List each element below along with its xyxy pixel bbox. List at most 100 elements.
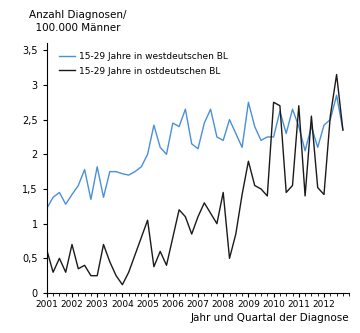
15-29 Jahre in westdeutschen BL: [196, 147, 200, 151]
15-29 Jahre in ostdeutschen BL: [51, 270, 55, 274]
15-29 Jahre in westdeutschen BL: [145, 152, 150, 156]
15-29 Jahre in westdeutschen BL: [51, 195, 55, 199]
15-29 Jahre in ostdeutschen BL: [63, 270, 68, 274]
15-29 Jahre in westdeutschen BL: [164, 152, 168, 156]
15-29 Jahre in ostdeutschen BL: [152, 265, 156, 269]
Line: 15-29 Jahre in ostdeutschen BL: 15-29 Jahre in ostdeutschen BL: [47, 75, 343, 285]
15-29 Jahre in ostdeutschen BL: [246, 159, 251, 163]
15-29 Jahre in westdeutschen BL: [265, 135, 269, 139]
15-29 Jahre in ostdeutschen BL: [139, 235, 143, 239]
15-29 Jahre in ostdeutschen BL: [133, 253, 137, 257]
15-29 Jahre in westdeutschen BL: [315, 145, 320, 149]
15-29 Jahre in westdeutschen BL: [240, 145, 244, 149]
15-29 Jahre in westdeutschen BL: [303, 149, 307, 153]
15-29 Jahre in westdeutschen BL: [284, 132, 288, 136]
15-29 Jahre in ostdeutschen BL: [202, 201, 206, 205]
15-29 Jahre in westdeutschen BL: [76, 183, 80, 187]
15-29 Jahre in westdeutschen BL: [322, 123, 326, 127]
15-29 Jahre in westdeutschen BL: [297, 125, 301, 129]
15-29 Jahre in ostdeutschen BL: [76, 267, 80, 271]
15-29 Jahre in westdeutschen BL: [221, 139, 225, 143]
15-29 Jahre in ostdeutschen BL: [234, 232, 238, 236]
15-29 Jahre in ostdeutschen BL: [259, 187, 263, 191]
15-29 Jahre in westdeutschen BL: [183, 107, 188, 111]
15-29 Jahre in westdeutschen BL: [234, 132, 238, 136]
15-29 Jahre in westdeutschen BL: [171, 121, 175, 125]
15-29 Jahre in ostdeutschen BL: [322, 192, 326, 196]
15-29 Jahre in ostdeutschen BL: [215, 222, 219, 226]
15-29 Jahre in ostdeutschen BL: [114, 274, 118, 278]
15-29 Jahre in ostdeutschen BL: [196, 215, 200, 219]
15-29 Jahre in ostdeutschen BL: [303, 194, 307, 198]
15-29 Jahre in ostdeutschen BL: [70, 242, 74, 246]
15-29 Jahre in westdeutschen BL: [252, 125, 257, 129]
15-29 Jahre in westdeutschen BL: [341, 128, 345, 132]
15-29 Jahre in ostdeutschen BL: [145, 218, 150, 222]
15-29 Jahre in ostdeutschen BL: [183, 215, 188, 219]
15-29 Jahre in westdeutschen BL: [133, 169, 137, 173]
15-29 Jahre in ostdeutschen BL: [177, 208, 181, 212]
X-axis label: Jahr und Quartal der Diagnose: Jahr und Quartal der Diagnose: [190, 313, 349, 323]
15-29 Jahre in ostdeutschen BL: [265, 194, 269, 198]
15-29 Jahre in westdeutschen BL: [95, 165, 99, 169]
15-29 Jahre in westdeutschen BL: [82, 167, 87, 171]
15-29 Jahre in westdeutschen BL: [309, 125, 314, 129]
15-29 Jahre in ostdeutschen BL: [328, 114, 332, 118]
15-29 Jahre in ostdeutschen BL: [271, 100, 276, 104]
15-29 Jahre in ostdeutschen BL: [334, 73, 339, 77]
15-29 Jahre in ostdeutschen BL: [120, 283, 125, 287]
15-29 Jahre in westdeutschen BL: [158, 145, 162, 149]
15-29 Jahre in ostdeutschen BL: [309, 114, 314, 118]
15-29 Jahre in westdeutschen BL: [108, 169, 112, 173]
Text: Anzahl Diagnosen/: Anzahl Diagnosen/: [29, 10, 126, 20]
15-29 Jahre in westdeutschen BL: [70, 192, 74, 196]
15-29 Jahre in ostdeutschen BL: [252, 183, 257, 187]
15-29 Jahre in ostdeutschen BL: [89, 274, 93, 278]
15-29 Jahre in ostdeutschen BL: [189, 232, 194, 236]
15-29 Jahre in ostdeutschen BL: [102, 242, 106, 246]
15-29 Jahre in westdeutschen BL: [126, 173, 131, 177]
15-29 Jahre in westdeutschen BL: [290, 107, 294, 111]
15-29 Jahre in ostdeutschen BL: [228, 256, 232, 260]
15-29 Jahre in ostdeutschen BL: [290, 183, 294, 187]
15-29 Jahre in ostdeutschen BL: [208, 211, 213, 215]
15-29 Jahre in ostdeutschen BL: [45, 248, 49, 252]
15-29 Jahre in westdeutschen BL: [271, 135, 276, 139]
15-29 Jahre in westdeutschen BL: [215, 135, 219, 139]
15-29 Jahre in ostdeutschen BL: [221, 190, 225, 194]
15-29 Jahre in westdeutschen BL: [177, 125, 181, 129]
15-29 Jahre in westdeutschen BL: [57, 190, 62, 194]
15-29 Jahre in westdeutschen BL: [228, 118, 232, 122]
Legend: 15-29 Jahre in westdeutschen BL, 15-29 Jahre in ostdeutschen BL: 15-29 Jahre in westdeutschen BL, 15-29 J…: [57, 50, 230, 77]
15-29 Jahre in westdeutschen BL: [246, 100, 251, 104]
15-29 Jahre in ostdeutschen BL: [284, 190, 288, 194]
15-29 Jahre in ostdeutschen BL: [108, 260, 112, 264]
15-29 Jahre in westdeutschen BL: [89, 197, 93, 201]
15-29 Jahre in ostdeutschen BL: [315, 185, 320, 189]
15-29 Jahre in westdeutschen BL: [208, 107, 213, 111]
Line: 15-29 Jahre in westdeutschen BL: 15-29 Jahre in westdeutschen BL: [47, 95, 343, 208]
15-29 Jahre in ostdeutschen BL: [240, 192, 244, 196]
15-29 Jahre in ostdeutschen BL: [278, 104, 282, 108]
15-29 Jahre in westdeutschen BL: [334, 93, 339, 97]
15-29 Jahre in westdeutschen BL: [259, 139, 263, 143]
15-29 Jahre in westdeutschen BL: [152, 123, 156, 127]
15-29 Jahre in ostdeutschen BL: [171, 235, 175, 239]
15-29 Jahre in ostdeutschen BL: [158, 249, 162, 253]
15-29 Jahre in westdeutschen BL: [328, 118, 332, 122]
15-29 Jahre in westdeutschen BL: [45, 206, 49, 210]
15-29 Jahre in ostdeutschen BL: [164, 263, 168, 267]
15-29 Jahre in westdeutschen BL: [120, 172, 125, 176]
15-29 Jahre in westdeutschen BL: [278, 109, 282, 113]
15-29 Jahre in ostdeutschen BL: [82, 263, 87, 267]
15-29 Jahre in westdeutschen BL: [202, 121, 206, 125]
Text: 100.000 Männer: 100.000 Männer: [29, 23, 120, 33]
15-29 Jahre in westdeutschen BL: [102, 195, 106, 199]
15-29 Jahre in ostdeutschen BL: [57, 256, 62, 260]
15-29 Jahre in westdeutschen BL: [139, 165, 143, 169]
15-29 Jahre in ostdeutschen BL: [341, 128, 345, 132]
15-29 Jahre in ostdeutschen BL: [297, 104, 301, 108]
15-29 Jahre in westdeutschen BL: [114, 169, 118, 173]
15-29 Jahre in westdeutschen BL: [63, 202, 68, 206]
15-29 Jahre in westdeutschen BL: [189, 142, 194, 146]
